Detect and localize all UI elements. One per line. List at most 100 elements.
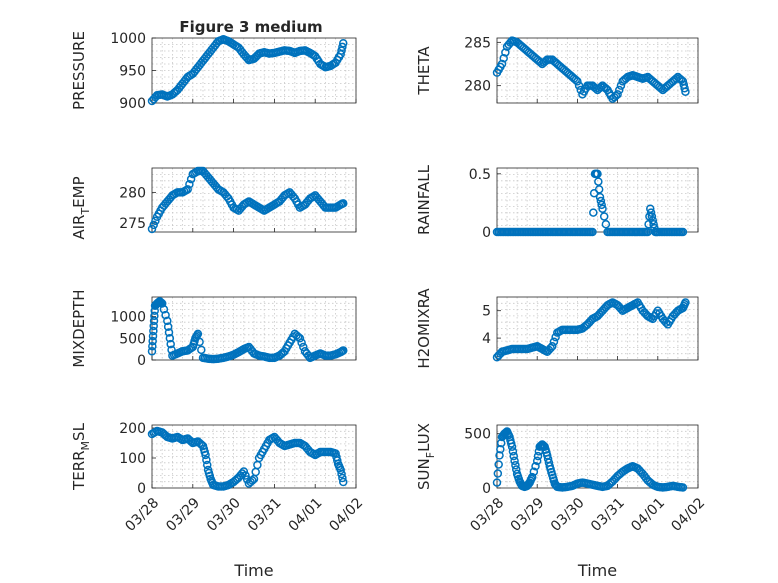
theta-axes-frame [496, 37, 699, 104]
rainfall-data-point [598, 204, 607, 213]
sun_flux-ytick-label: 0 [482, 481, 491, 497]
mixdepth-data-point [339, 346, 348, 355]
terr_msl-data-point [333, 456, 342, 465]
sun_flux-data-point [510, 456, 519, 466]
rainfall-data-point [589, 208, 598, 217]
mixdepth-ytick-label: 0 [137, 353, 146, 369]
sun_flux-data-point [493, 469, 503, 478]
air_temp-data-point [147, 224, 157, 234]
mixdepth-data-point [299, 342, 308, 352]
theta-data-point [680, 84, 689, 93]
rainfall-data-point [596, 196, 606, 206]
sun_flux-data-point [532, 456, 542, 466]
h2omixra-ylabel: H2OMIXRA [415, 288, 433, 369]
rainfall-data-point [648, 216, 658, 225]
mixdepth-ytick-label: 1000 [110, 310, 146, 326]
air_temp-data-point [339, 199, 348, 208]
pressure-ytick-label: 950 [119, 64, 146, 80]
sun_flux-ylabel: SUNFLUX [415, 423, 437, 490]
rainfall-data-point [649, 219, 658, 229]
theta-data-point [591, 84, 601, 93]
sun_flux-data-point [678, 483, 688, 492]
h2omixra-ytick-label: 4 [482, 331, 491, 347]
air_temp-axes-frame [151, 167, 357, 233]
air_temp-data-point [185, 180, 194, 189]
sun_flux-data-point [529, 467, 539, 476]
rainfall-axes-frame [496, 167, 699, 233]
air_temp-data-point [151, 216, 160, 226]
theta-data-point [574, 81, 584, 90]
terr_msl-data-point [339, 477, 348, 487]
terr_msl-axes-frame [151, 424, 357, 489]
sun_flux-data-point [531, 462, 540, 471]
theta-data-point [501, 48, 510, 57]
air_temp-ytick-label: 275 [119, 216, 146, 232]
theta-data-point [573, 77, 582, 86]
mixdepth-data-point [161, 310, 170, 320]
terr_msl-data-point [197, 440, 206, 449]
sun_flux-data-point [511, 460, 520, 470]
mixdepth-data-point [195, 337, 204, 347]
sun_flux-data-point [509, 451, 518, 461]
terr_msl-data-point [336, 465, 345, 475]
h2omixra-data-point [546, 343, 555, 353]
mixdepth-data-point [163, 322, 173, 331]
theta-data-point [497, 59, 507, 69]
rainfall-ylabel: RAINFALL [415, 164, 433, 235]
figure-title: Figure 3 medium [179, 18, 322, 36]
terr_msl-data-point [241, 471, 250, 480]
mixdepth-data-point [166, 339, 175, 349]
theta-ytick-label: 285 [464, 35, 491, 51]
mixdepth-ytick-label: 500 [119, 331, 146, 347]
theta-data-point [536, 58, 545, 67]
theta-ylabel: THETA [415, 46, 433, 96]
sun_flux-data-point [494, 460, 503, 469]
terr_msl-ylabel: TERRMSL [70, 422, 92, 491]
sun_flux-data-point [496, 445, 505, 454]
mixdepth-data-point [149, 321, 158, 331]
sun_flux-data-point [495, 451, 504, 460]
mixdepth-data-point [159, 305, 169, 314]
mixdepth-ylabel: MIXDEPTH [70, 289, 88, 367]
rainfall-data-point [646, 208, 656, 217]
air_temp-data-point [186, 174, 196, 184]
rainfall-data-point [647, 212, 657, 221]
theta-data-point [615, 85, 624, 95]
rainfall-data-point [588, 227, 597, 237]
pressure-data-point [339, 38, 348, 48]
mixdepth-data-point [157, 299, 167, 308]
rainfall-data-point [599, 212, 609, 221]
sun_flux-data-point [533, 451, 543, 461]
rainfall-data-point [678, 227, 688, 237]
pressure-ytick-label: 900 [119, 96, 146, 112]
theta-ytick-label: 280 [464, 79, 491, 95]
terr_msl-data-point [203, 460, 212, 470]
sun_flux-data-point [508, 447, 518, 456]
sun_flux-xlabel: Time [577, 561, 617, 580]
mixdepth-data-point [297, 338, 306, 347]
rainfall-data-point [646, 204, 655, 213]
mixdepth-data-point [163, 316, 172, 326]
pressure-ytick-label: 1000 [110, 31, 146, 47]
mixdepth-data-point [148, 336, 157, 346]
mixdepth-data-point [149, 326, 158, 336]
h2omixra-data-point [681, 298, 690, 307]
terr_msl-ytick-label: 200 [119, 421, 146, 437]
rainfall-data-point [594, 185, 604, 194]
theta-data-point [656, 84, 666, 93]
mixdepth-data-point [295, 334, 305, 343]
h2omixra-data-point [549, 337, 559, 346]
rainfall-data-point [593, 169, 602, 179]
air_temp-data-point [149, 220, 158, 230]
mixdepth-data-point [148, 331, 158, 341]
rainfall-data-point [601, 219, 611, 229]
mixdepth-data-point [150, 311, 159, 321]
sun_flux-data-point [507, 442, 517, 451]
terr_msl-ytick-label: 100 [119, 451, 146, 467]
mixdepth-data-point [148, 341, 157, 351]
terr_msl-xlabel: Time [233, 561, 273, 580]
terr_msl-data-point [337, 469, 346, 479]
mixdepth-data-point [165, 334, 175, 343]
sun_flux-data-point [527, 472, 537, 482]
mixdepth-data-point [197, 345, 206, 355]
